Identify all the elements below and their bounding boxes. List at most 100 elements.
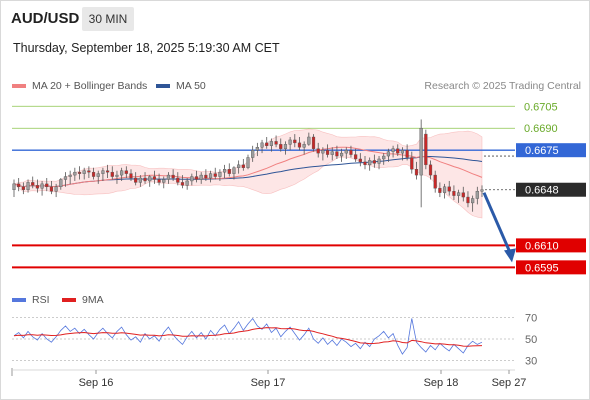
candle: [101, 167, 105, 181]
candle: [461, 186, 465, 202]
candle-body: [124, 170, 128, 174]
candle: [115, 170, 119, 184]
candle: [330, 147, 334, 161]
candle-body: [49, 186, 54, 192]
candle: [180, 175, 185, 189]
candle: [396, 144, 400, 157]
candle: [386, 148, 390, 162]
candle: [377, 156, 381, 170]
candle-body: [129, 173, 133, 179]
candle: [311, 134, 316, 152]
candle-body: [148, 176, 152, 182]
candle-body: [204, 174, 208, 179]
candle-body: [480, 189, 484, 192]
candle: [59, 178, 63, 190]
x-tick-label-0: Sep 16: [79, 377, 114, 389]
candle: [400, 147, 405, 161]
candle: [442, 183, 447, 199]
instrument-symbol[interactable]: AUD/USD: [11, 10, 80, 27]
candle: [148, 175, 152, 187]
candle: [447, 180, 451, 196]
candle-body: [222, 169, 227, 173]
candle: [340, 148, 344, 162]
research-credit: Research © 2025 Trading Central: [424, 80, 581, 92]
candle-body: [410, 157, 414, 170]
candle-body: [87, 170, 91, 173]
candle-body: [283, 144, 288, 149]
legend-9ma: 9MA: [62, 294, 104, 306]
candle: [424, 129, 428, 170]
candle: [77, 166, 82, 180]
candle-body: [419, 128, 423, 176]
candle-body: [180, 182, 185, 186]
candle-body: [400, 149, 405, 154]
candle-body: [143, 177, 147, 182]
candle: [325, 144, 330, 158]
candle-body: [297, 142, 302, 148]
candle-body: [26, 182, 30, 190]
candle: [96, 170, 100, 184]
level-tag-2: [516, 143, 586, 158]
candle-body: [293, 139, 297, 144]
chart-header: AUD/USD 30 MIN: [0, 0, 590, 36]
ma9-label: 9MA: [82, 294, 104, 306]
candle-body: [208, 173, 213, 179]
candle-body: [59, 179, 63, 188]
candle-body: [101, 170, 105, 174]
candle-body: [316, 148, 320, 154]
candle-body: [194, 176, 199, 180]
candle-body: [213, 173, 217, 177]
candle-body: [475, 190, 479, 199]
candle: [382, 153, 386, 165]
candle-body: [386, 151, 390, 157]
candle: [269, 138, 273, 152]
candle: [120, 167, 124, 181]
candle-body: [358, 158, 362, 163]
candle: [54, 183, 58, 198]
candle: [232, 166, 236, 180]
candle-body: [17, 183, 21, 188]
candle: [49, 180, 54, 195]
candle-body: [307, 136, 311, 145]
candle-body: [40, 183, 44, 189]
candle: [222, 164, 227, 179]
last-price-tag: [516, 182, 586, 197]
candle: [293, 134, 297, 148]
legend-ma20: MA 20 + Bollinger Bands: [12, 80, 147, 92]
candle: [372, 154, 376, 168]
level-label-0: 0.6705: [524, 101, 558, 113]
candle-body: [232, 167, 236, 174]
candle-body: [12, 183, 16, 190]
candle-body: [251, 149, 255, 158]
candle-body: [176, 177, 180, 183]
candle-body: [302, 144, 306, 148]
candle: [433, 170, 437, 193]
candle: [237, 160, 241, 174]
candle: [157, 173, 161, 186]
candle-body: [241, 164, 245, 168]
candle: [274, 135, 278, 148]
candle-body: [344, 149, 348, 154]
candle-body: [82, 170, 86, 174]
candle: [12, 179, 16, 198]
candle: [82, 167, 86, 180]
timeframe-button[interactable]: 30 MIN: [82, 7, 134, 31]
candle: [288, 137, 292, 151]
candle-body: [466, 196, 470, 204]
candle: [199, 172, 203, 184]
bollinger-band: [13, 128, 483, 219]
rsi-tick-70: 70: [525, 312, 537, 324]
candle: [17, 178, 21, 192]
level-tag-4: [516, 260, 586, 275]
candle-body: [110, 171, 114, 177]
candle-body: [255, 147, 259, 151]
candle: [227, 163, 231, 177]
level-label-3: 0.6610: [525, 240, 559, 252]
ma20-label: MA 20 + Bollinger Bands: [32, 80, 148, 92]
candle: [241, 158, 245, 171]
candle: [251, 145, 255, 162]
candle-body: [354, 154, 358, 160]
candle: [316, 142, 320, 158]
candle-body: [363, 161, 367, 166]
